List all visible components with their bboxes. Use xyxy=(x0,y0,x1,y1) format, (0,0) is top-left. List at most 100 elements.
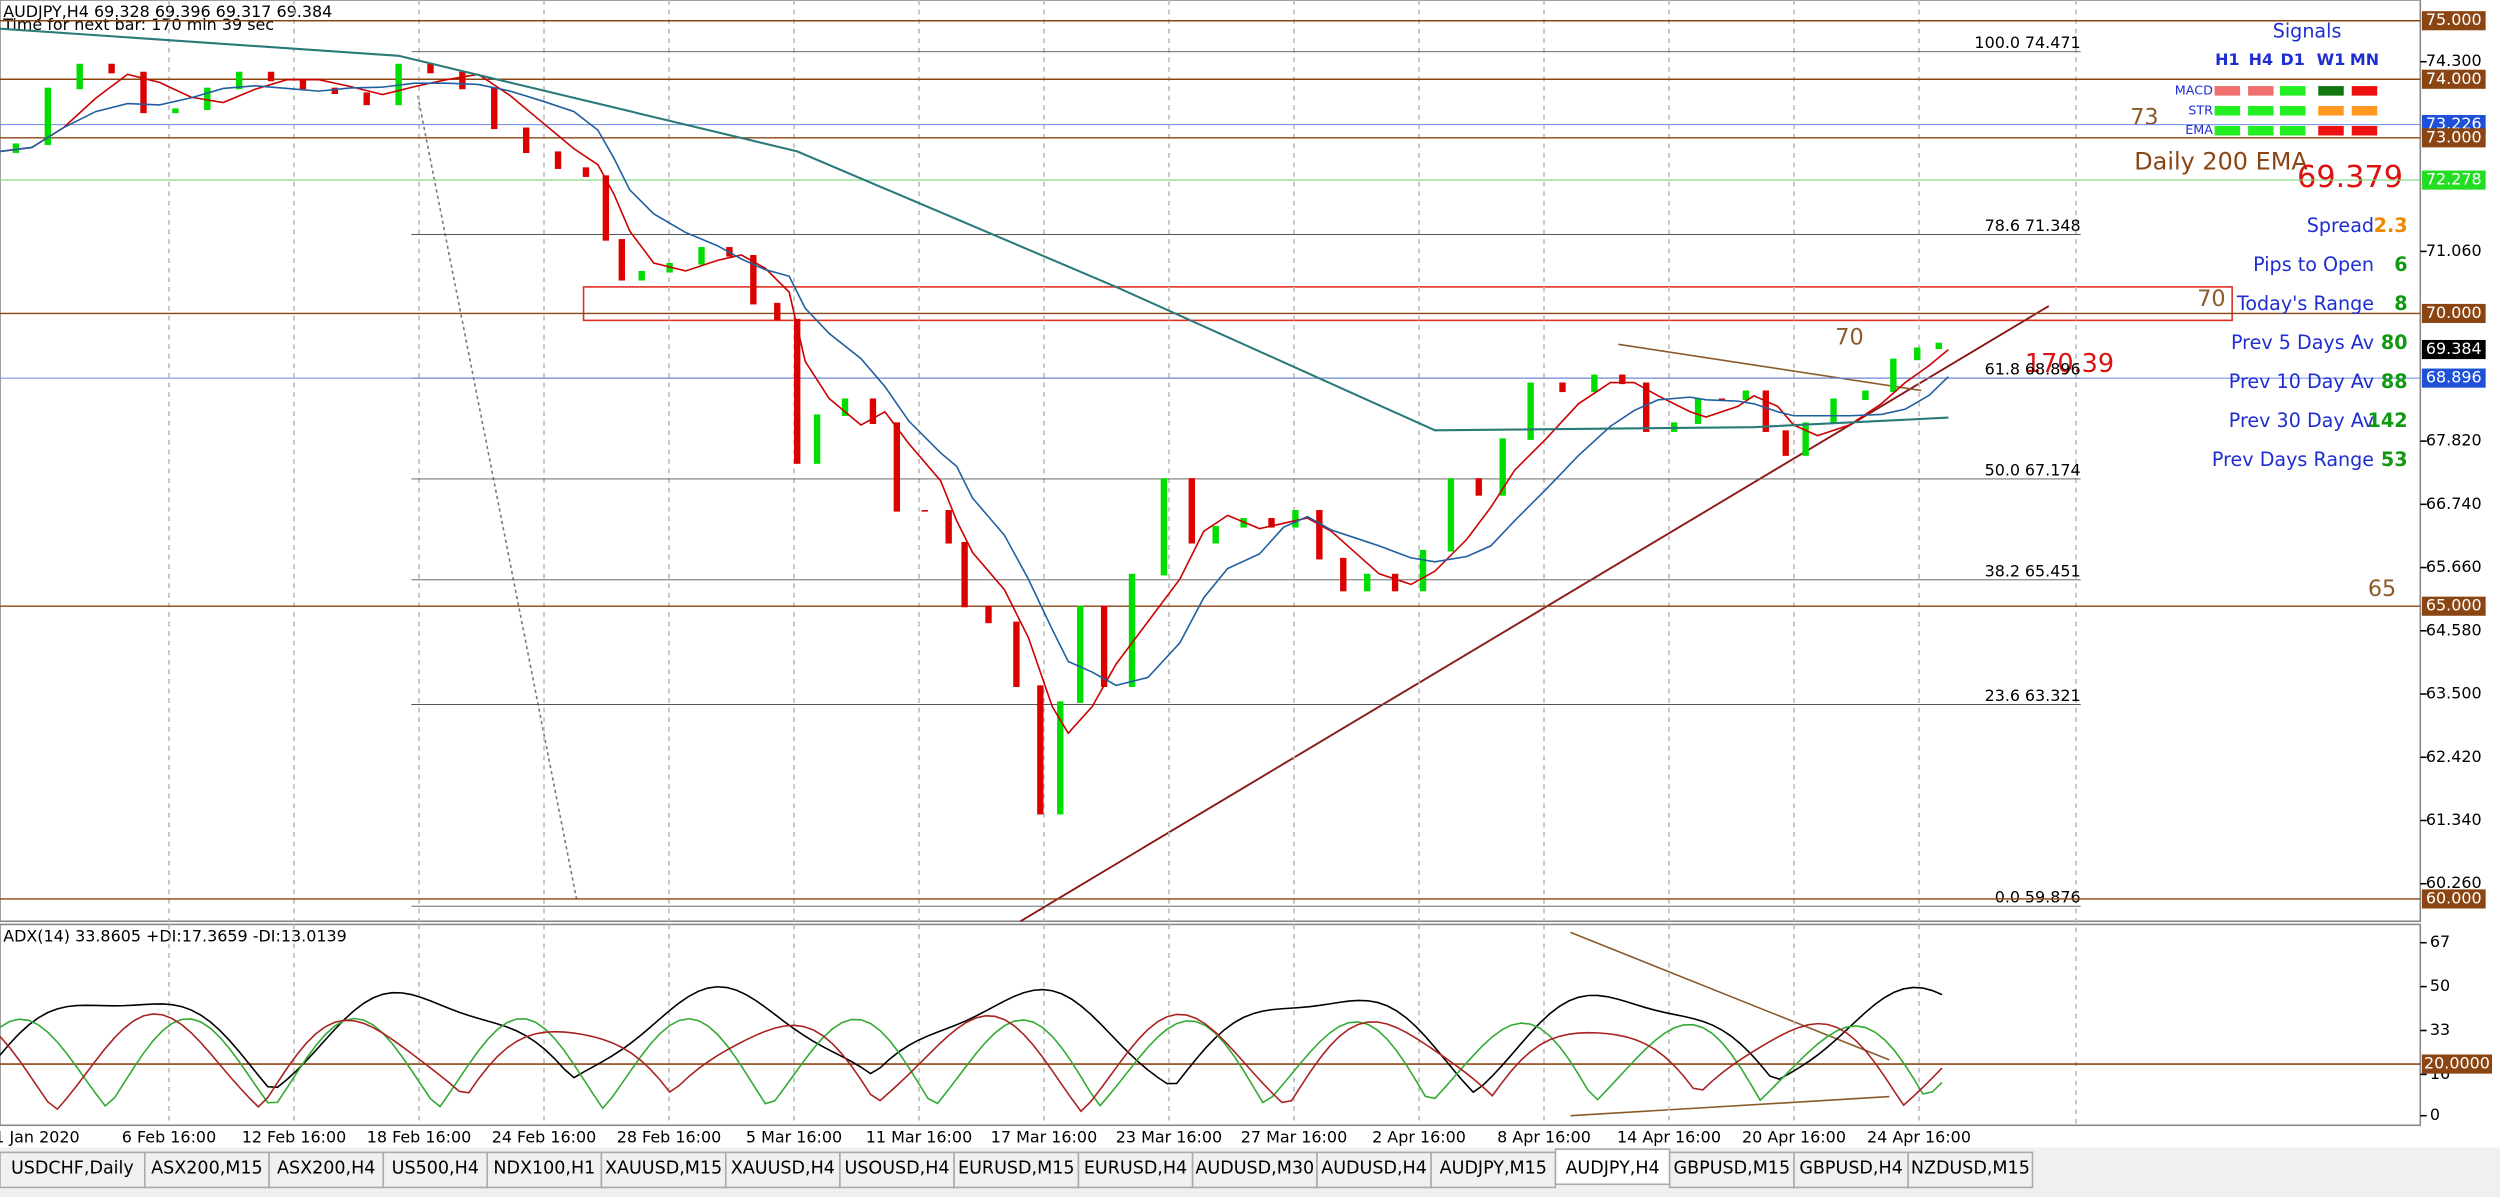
candle xyxy=(299,79,307,90)
adx-axis-label: 67 xyxy=(2430,932,2450,951)
price-tag xyxy=(2421,128,2486,148)
level-label: 70 xyxy=(1835,324,1863,350)
candle xyxy=(1718,398,1726,401)
tab-label[interactable]: XAUUSD,H4 xyxy=(731,1158,835,1178)
price-tag xyxy=(2421,368,2486,388)
tab-label[interactable]: GBPUSD,M15 xyxy=(1674,1158,1791,1178)
date-label: 23 Mar 16:00 xyxy=(1116,1128,1222,1147)
date-label: 6 Feb 16:00 xyxy=(122,1128,216,1147)
adx-triangle-line xyxy=(1570,1095,1890,1117)
tab[interactable] xyxy=(382,1151,489,1189)
candle xyxy=(841,398,849,417)
candle xyxy=(459,71,466,90)
price-tag xyxy=(2421,889,2486,909)
price-label: 60.000 xyxy=(2426,888,2482,907)
stat-value: 53 xyxy=(2381,448,2408,471)
candle xyxy=(602,175,610,241)
price-label: 72.278 xyxy=(2426,170,2482,189)
tab[interactable] xyxy=(1793,1151,1909,1189)
tab[interactable] xyxy=(600,1151,727,1189)
candle xyxy=(522,127,530,154)
candle xyxy=(267,71,275,82)
tab[interactable] xyxy=(1316,1151,1432,1189)
price-tag xyxy=(2421,69,2486,89)
stat-value: 142 xyxy=(2368,409,2408,432)
tab[interactable] xyxy=(1077,1151,1194,1189)
tab[interactable] xyxy=(1668,1151,1795,1189)
fib-level: 23.6 xyxy=(1985,686,2021,705)
tab-label[interactable]: NZDUSD,M15 xyxy=(1911,1158,2030,1178)
candle xyxy=(618,239,625,281)
tab-label[interactable]: AUDJPY,M15 xyxy=(1440,1158,1547,1178)
stat-label: Pips to Open xyxy=(2253,253,2374,276)
signal-row: STR xyxy=(2188,103,2213,118)
candle xyxy=(1862,390,1869,401)
tab[interactable] xyxy=(268,1151,385,1189)
candle xyxy=(1830,398,1837,424)
tab-label[interactable]: GBPUSD,H4 xyxy=(1799,1158,1902,1178)
tab[interactable] xyxy=(1907,1151,2034,1189)
candle xyxy=(1935,342,1942,350)
signal-cell xyxy=(2214,125,2241,136)
tab-label[interactable]: US500,H4 xyxy=(392,1158,479,1178)
price-label: 68.896 xyxy=(2426,368,2482,387)
candle xyxy=(44,87,52,146)
fib-price: 65.451 xyxy=(2025,561,2081,580)
adx-pane xyxy=(0,923,2422,1127)
signal-column: H1 xyxy=(2215,50,2239,69)
fib-price: 71.348 xyxy=(2025,216,2081,235)
tab-label[interactable]: USDCHF,Daily xyxy=(11,1158,134,1178)
price-label: 65.660 xyxy=(2426,557,2482,576)
price-label: 74.300 xyxy=(2426,51,2482,70)
tab-label[interactable]: AUDUSD,M30 xyxy=(1195,1158,1314,1178)
tab-label[interactable]: EURUSD,H4 xyxy=(1084,1158,1187,1178)
candle xyxy=(945,510,952,544)
candle xyxy=(1419,549,1427,592)
candle xyxy=(1077,605,1084,703)
price-label: 73.000 xyxy=(2426,127,2482,146)
tab-label[interactable]: XAUUSD,M15 xyxy=(605,1158,722,1178)
tab[interactable] xyxy=(953,1151,1080,1189)
tab-label[interactable]: EURUSD,M15 xyxy=(958,1158,1074,1178)
price-label: 63.500 xyxy=(2426,684,2482,703)
candle xyxy=(427,63,434,74)
price-tag xyxy=(2421,303,2486,324)
tab-label[interactable]: USOUSD,H4 xyxy=(844,1158,949,1178)
candle xyxy=(76,63,83,90)
candle xyxy=(1591,374,1598,393)
candle xyxy=(1013,621,1020,687)
candle xyxy=(1619,374,1626,385)
tab-label[interactable]: AUDUSD,H4 xyxy=(1321,1158,1427,1178)
price-label: 70.000 xyxy=(2426,303,2482,322)
signal-row: EMA xyxy=(2185,123,2213,138)
signal-cell xyxy=(2351,105,2378,116)
signal-cell xyxy=(2248,105,2274,116)
signal-row: MACD xyxy=(2175,83,2213,98)
candle xyxy=(491,87,498,130)
stat-label: Prev 10 Day Av xyxy=(2229,370,2374,393)
fib-anchor-line xyxy=(416,95,578,903)
price-tag xyxy=(2421,11,2486,31)
stat-label: Prev 30 Day Av xyxy=(2229,409,2374,432)
signal-cell xyxy=(2279,105,2306,116)
signal-column: W1 xyxy=(2317,50,2346,69)
candle xyxy=(794,318,801,464)
tab-label[interactable]: NDX100,H1 xyxy=(493,1158,595,1178)
tab-label[interactable]: ASX200,M15 xyxy=(151,1158,263,1178)
tab[interactable] xyxy=(143,1151,270,1189)
candle xyxy=(1128,573,1136,687)
candle xyxy=(774,302,781,321)
adx-axis-label: 0 xyxy=(2430,1105,2440,1124)
candle xyxy=(1914,347,1921,361)
candle xyxy=(1268,518,1275,528)
signal-cell xyxy=(2318,125,2344,136)
candle xyxy=(1212,525,1219,544)
price-label: 64.580 xyxy=(2426,620,2482,639)
ema-value: 69.379 xyxy=(2297,160,2403,195)
tab-label[interactable]: ASX200,H4 xyxy=(277,1158,375,1178)
candle xyxy=(1363,573,1371,592)
fib-price: 67.174 xyxy=(2025,460,2081,479)
tab[interactable] xyxy=(839,1151,955,1189)
tab-label[interactable]: AUDJPY,H4 xyxy=(1565,1158,1659,1178)
